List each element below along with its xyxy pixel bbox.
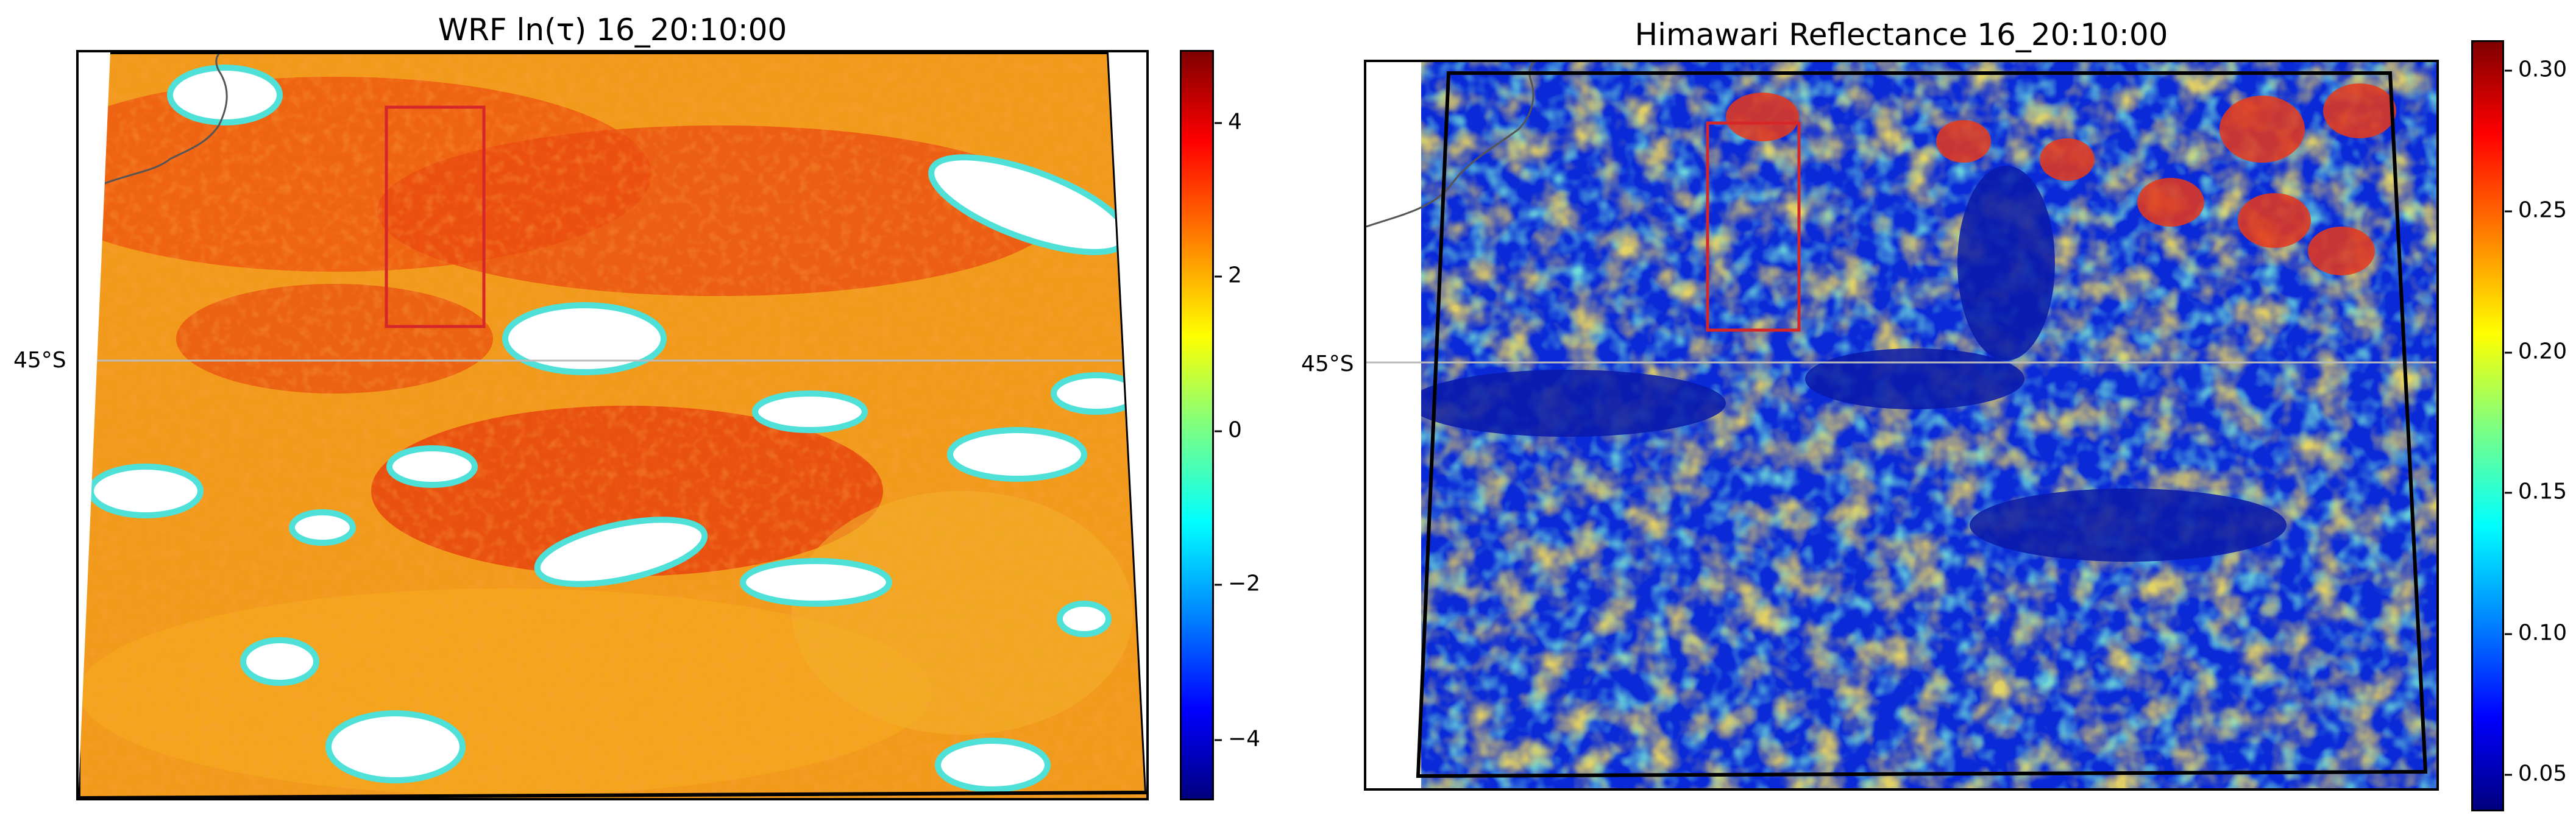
- left-colorbar-tick: 2: [1215, 263, 1242, 288]
- left-panel-title: WRF ln(τ) 16_20:10:00: [438, 12, 787, 48]
- left-region-box: [385, 105, 486, 328]
- right-colorbar-tick: 0.15: [2504, 479, 2567, 504]
- right-colorbar-tick: 0.10: [2504, 620, 2567, 646]
- left-colorbar-tick: −2: [1214, 571, 1261, 596]
- left-map-image: [79, 52, 1146, 798]
- right-map: [1364, 60, 2439, 791]
- right-region-box: [1706, 121, 1801, 332]
- right-colorbar-tick: 0.20: [2504, 339, 2567, 364]
- right-map-image: [1366, 62, 2436, 788]
- left-colorbar: [1180, 50, 1214, 800]
- right-domain-outline: [1416, 71, 2428, 778]
- left-domain-outline: [79, 52, 1146, 798]
- right-colorbar-tick: 0.25: [2504, 197, 2567, 223]
- right-colorbar-tick: 0.30: [2504, 57, 2567, 82]
- left-colorbar-tick: −4: [1214, 726, 1261, 752]
- right-colorbar: [2471, 40, 2504, 811]
- right-panel-title: Himawari Reflectance 16_20:10:00: [1634, 17, 2168, 52]
- left-colorbar-tick: 0: [1215, 417, 1242, 443]
- left-lat-label: 45°S: [13, 348, 66, 373]
- right-coastline: [1366, 62, 1535, 228]
- left-map: [76, 50, 1149, 800]
- right-colorbar-tick: 0.05: [2504, 761, 2567, 786]
- right-lat-label: 45°S: [1301, 351, 1354, 376]
- left-coastline: [79, 52, 228, 197]
- left-colorbar-tick: 4: [1215, 109, 1242, 135]
